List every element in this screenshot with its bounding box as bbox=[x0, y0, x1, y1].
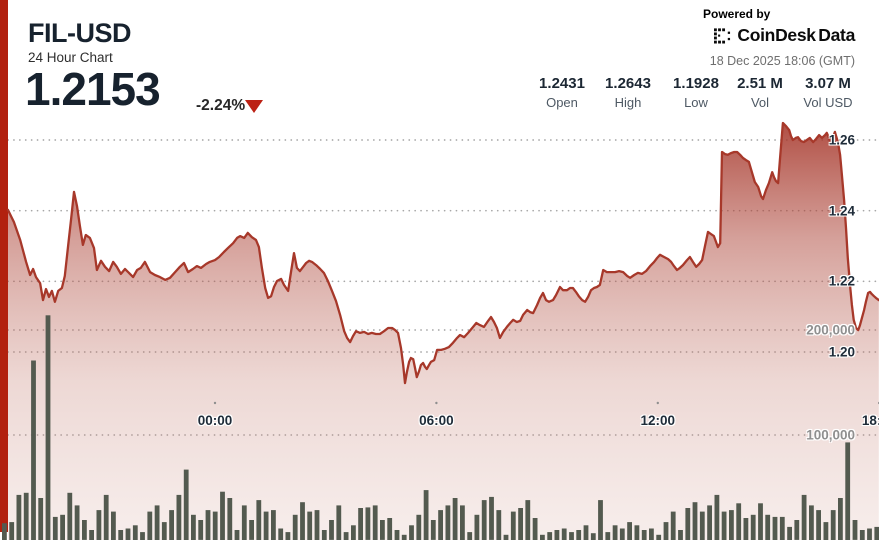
stat-value: 1.1928 bbox=[673, 75, 719, 92]
stat-low: 1.1928 Low bbox=[673, 75, 719, 110]
x-axis-label: 00:00 bbox=[197, 413, 233, 428]
stat-label: Vol USD bbox=[803, 95, 853, 110]
symbol-title: FIL-USD bbox=[28, 18, 131, 48]
stat-high: 1.2643 High bbox=[605, 75, 651, 110]
y-axis-label-price: 1.26 bbox=[828, 132, 855, 148]
y-axis-label-volume: 200,000 bbox=[806, 322, 855, 338]
stat-open: 1.2431 Open bbox=[539, 75, 585, 110]
y-axis-label-price: 1.20 bbox=[828, 344, 855, 360]
y-axis-label-price: 1.22 bbox=[828, 273, 855, 289]
coindesk-data-logo: CoinDesk Data bbox=[714, 25, 855, 46]
stat-vol: 2.51 M Vol bbox=[737, 75, 783, 110]
coindesk-logo-icon bbox=[714, 27, 733, 44]
x-axis-label: 18:00 bbox=[861, 413, 879, 428]
x-axis-label: 12:00 bbox=[640, 413, 676, 428]
x-axis-label: 06:00 bbox=[419, 413, 454, 428]
stat-label: High bbox=[614, 95, 642, 110]
y-axis-label-volume: 100,000 bbox=[806, 427, 855, 443]
timestamp: 18 Dec 2025 18:06 (GMT) bbox=[709, 54, 855, 68]
stat-value: 2.51 M bbox=[737, 75, 783, 92]
stat-value: 1.2431 bbox=[539, 75, 585, 92]
price-down-arrow-icon bbox=[245, 100, 263, 113]
stat-label: Open bbox=[546, 95, 578, 110]
stat-label: Vol bbox=[750, 95, 770, 110]
stat-value: 1.2643 bbox=[605, 75, 651, 92]
stat-label: Low bbox=[684, 95, 708, 110]
chart-range-subtitle: 24 Hour Chart bbox=[28, 50, 113, 65]
powered-by-label: Powered by bbox=[703, 7, 771, 21]
coindesk-brand-text: CoinDesk Data bbox=[737, 25, 855, 45]
stat-vol-usd: 3.07 M Vol USD bbox=[803, 75, 852, 110]
price-change-percent: -2.24% bbox=[196, 97, 246, 114]
stat-value: 3.07 M bbox=[805, 75, 851, 92]
current-price: 1.2153 bbox=[25, 63, 161, 115]
y-axis-label-price: 1.24 bbox=[828, 203, 855, 219]
